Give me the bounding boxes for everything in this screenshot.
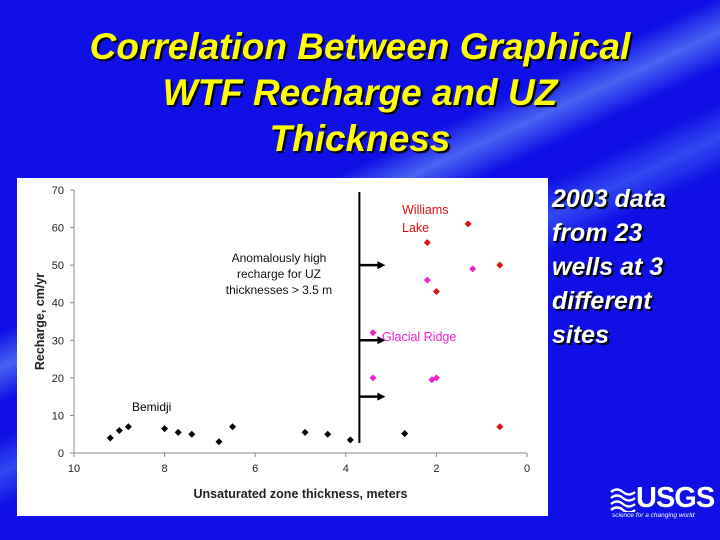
anomaly-annotation-line: thicknesses > 3.5 m [226, 283, 332, 297]
data-point-bemidji [106, 434, 114, 442]
data-point-glacial-ridge [369, 329, 377, 337]
title-line-1: Correlation Between Graphical [89, 26, 631, 67]
data-point-bemidji [161, 425, 169, 433]
data-point-bemidji [401, 429, 409, 437]
y-tick-label: 60 [52, 223, 64, 235]
usgs-logo: USGS science for a changing world [610, 482, 715, 524]
arrow-head [377, 336, 386, 345]
logo-tagline: science for a changing world [612, 512, 695, 519]
series-label-williams-lake-line-2: Lake [402, 221, 429, 235]
side-note-line-5: sites [552, 321, 609, 349]
y-axis-label: Recharge, cm/yr [33, 273, 47, 370]
anomaly-annotation-line: recharge for UZ [237, 267, 321, 281]
data-point-bemidji [124, 423, 132, 431]
title-line-2: WTF Recharge and UZ [162, 72, 558, 113]
y-tick-label: 40 [52, 298, 64, 310]
data-point-glacial-ridge [432, 374, 440, 382]
data-point-williams-lake [464, 220, 472, 228]
logo-brand: USGS [636, 482, 715, 514]
side-note-line-2: from 23 [552, 219, 643, 247]
y-tick-label: 0 [58, 448, 64, 460]
arrow-head [377, 392, 386, 401]
series-label-bemidji: Bemidji [132, 400, 171, 414]
anomaly-annotation-line: Anomalously high [232, 251, 327, 265]
data-point-bemidji [346, 436, 354, 444]
y-tick-label: 70 [52, 185, 64, 197]
data-point-glacial-ridge [469, 265, 477, 273]
data-point-bemidji [229, 423, 237, 431]
data-point-bemidji [174, 428, 182, 436]
y-tick-label: 10 [52, 410, 64, 422]
side-note-line-3: wells at 3 [552, 253, 664, 281]
data-point-williams-lake [423, 239, 431, 247]
data-point-glacial-ridge [369, 374, 377, 382]
y-tick-label: 20 [52, 373, 64, 385]
slide-title: Correlation Between Graphical WTF Rechar… [0, 24, 720, 162]
data-point-williams-lake [496, 423, 504, 431]
x-tick-label: 0 [524, 463, 530, 475]
data-point-bemidji [324, 430, 332, 438]
chart-panel: 0 10 20 30 40 50 60 70 10 8 6 4 2 0 Unsaturated zone t… [17, 178, 548, 516]
data-point-bemidji [188, 430, 196, 438]
series-label-williams-lake-line-1: Williams [402, 203, 449, 217]
data-point-bemidji [115, 426, 123, 434]
data-point-williams-lake [432, 287, 440, 295]
x-tick-label: 4 [343, 463, 349, 475]
x-tick-label: 6 [252, 463, 258, 475]
data-point-glacial-ridge [423, 276, 431, 284]
data-point-bemidji [301, 428, 309, 436]
usgs-wave-icon [610, 488, 636, 512]
x-tick-label: 2 [433, 463, 439, 475]
series-label-glacial-ridge: Glacial Ridge [382, 330, 456, 344]
side-note: 2003 data from 23 wells at 3 different s… [552, 182, 712, 352]
x-tick-label: 10 [68, 463, 80, 475]
side-note-line-4: different [552, 287, 652, 315]
arrow-head [377, 261, 386, 270]
y-tick-label: 50 [52, 260, 64, 272]
x-tick-label: 8 [162, 463, 168, 475]
title-line-3: Thickness [269, 118, 451, 159]
data-point-williams-lake [496, 261, 504, 269]
x-axis-label: Unsaturated zone thickness, meters [194, 487, 408, 501]
data-point-bemidji [215, 438, 223, 446]
y-tick-label: 30 [52, 335, 64, 347]
side-note-line-1: 2003 data [552, 185, 666, 213]
